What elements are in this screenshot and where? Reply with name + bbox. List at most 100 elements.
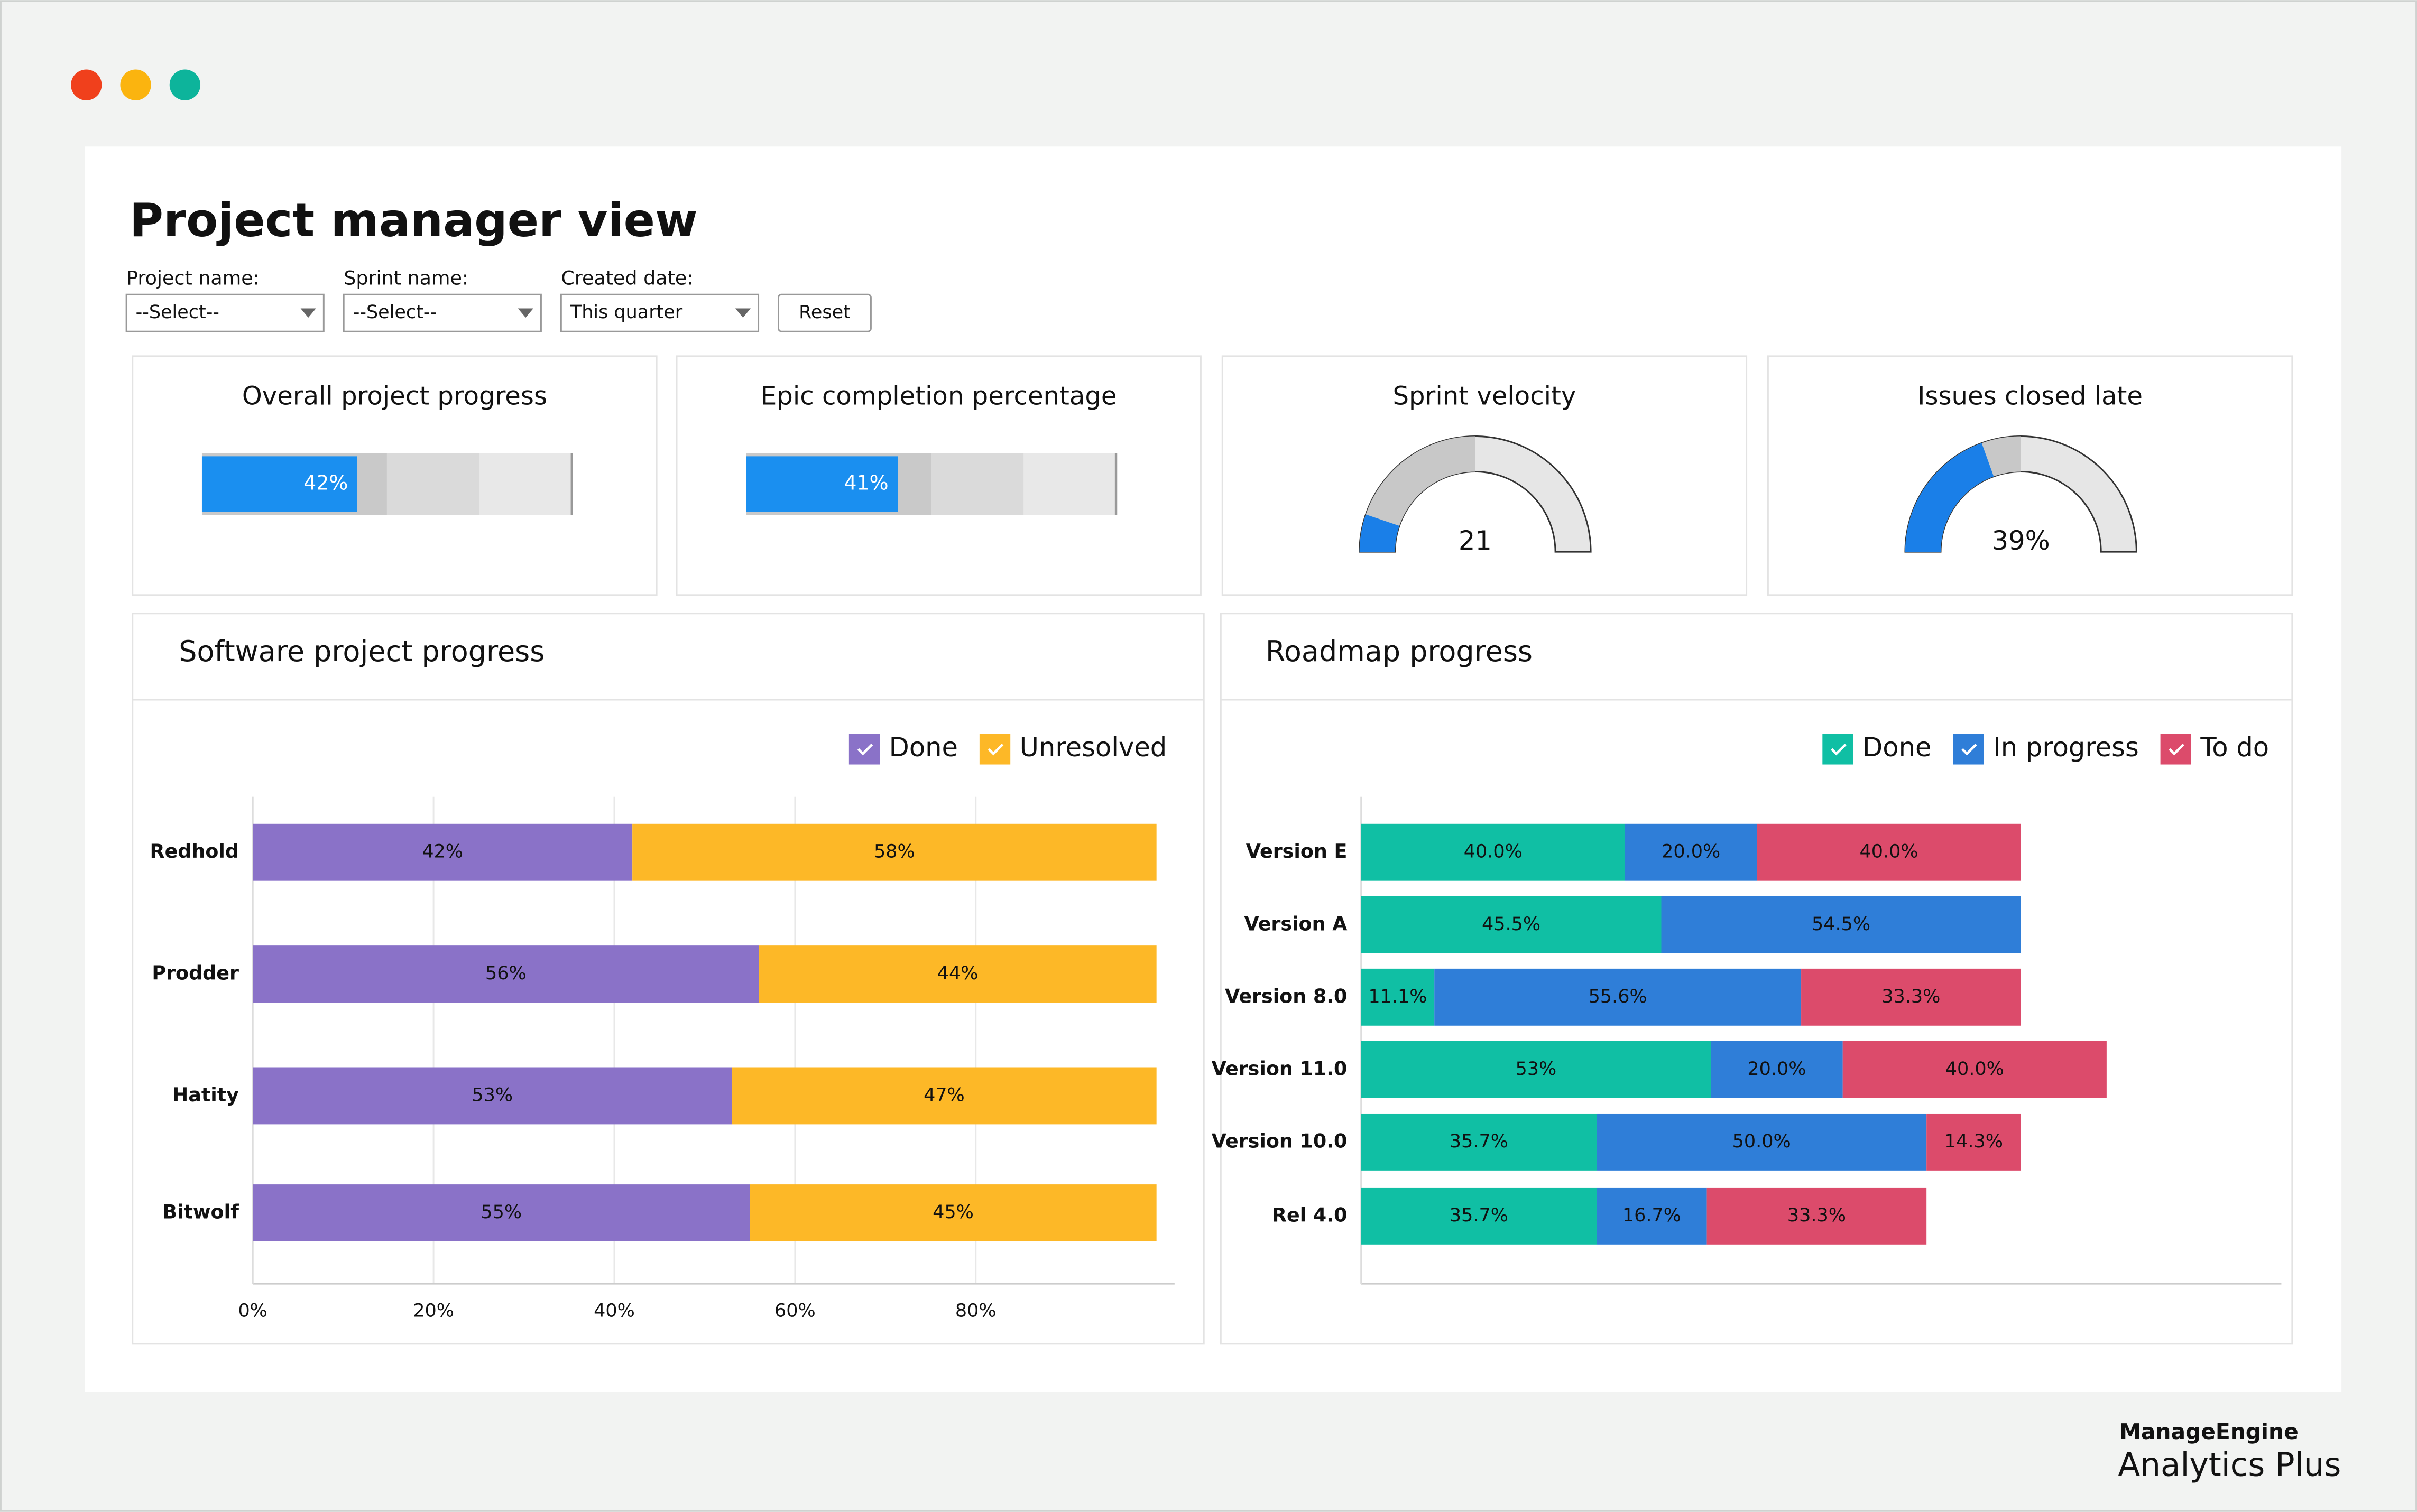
y-tick-label: Redhold xyxy=(150,840,239,862)
bar-segment xyxy=(1361,1041,1711,1098)
bar-segment xyxy=(632,823,1157,881)
select-value: --Select-- xyxy=(136,302,219,323)
bar-segment xyxy=(1801,968,2021,1026)
bar-segment xyxy=(253,1184,750,1241)
y-tick-label: Prodder xyxy=(152,962,239,985)
data-label: 55.6% xyxy=(1589,986,1647,1007)
y-tick-label: Hatity xyxy=(172,1083,239,1106)
legend-label: In progress xyxy=(1993,732,2139,763)
x-tick-label: 80% xyxy=(955,1301,997,1322)
data-label: 56% xyxy=(485,963,527,984)
select-box[interactable] xyxy=(125,293,325,332)
bar-segment xyxy=(1625,823,1757,881)
bar-segment xyxy=(1706,1187,1927,1245)
y-tick-label: Version 11.0 xyxy=(1212,1057,1348,1080)
x-tick-label: 40% xyxy=(594,1301,635,1322)
dropdown-arrow xyxy=(735,308,751,318)
bar-segment xyxy=(1361,823,1625,881)
data-label: 45.5% xyxy=(1482,914,1540,935)
filter-select[interactable]: This quarter xyxy=(560,293,760,332)
bullet-bar xyxy=(201,456,357,512)
window-minimize[interactable] xyxy=(120,69,151,100)
bullet-value: 41% xyxy=(844,471,888,494)
bar-segment xyxy=(1361,1187,1597,1245)
data-label: 35.7% xyxy=(1450,1205,1508,1226)
chart-title: Roadmap progress xyxy=(1266,635,1533,668)
select-box[interactable] xyxy=(560,293,760,332)
dropdown-arrow xyxy=(300,308,316,318)
dropdown-arrow xyxy=(518,308,533,318)
bar-segment xyxy=(732,1067,1157,1125)
gauge-value xyxy=(1905,443,1994,552)
gauge-label: 21 xyxy=(1459,525,1492,556)
button-label: Reset xyxy=(799,302,851,323)
bar-segment xyxy=(1434,968,1802,1026)
filter-select[interactable]: --Select-- xyxy=(343,293,542,332)
filter-label: Sprint name: xyxy=(344,267,468,290)
dashboard-title: Project manager view xyxy=(130,193,698,247)
gauge-value xyxy=(1359,514,1399,552)
legend-check xyxy=(857,743,873,756)
legend-label: Unresolved xyxy=(1020,732,1167,763)
window-maximize[interactable] xyxy=(169,69,201,100)
legend-label: To do xyxy=(2200,732,2269,763)
data-label: 40.0% xyxy=(1945,1059,2004,1080)
kpi-title: Overall project progress xyxy=(242,382,547,411)
x-tick-label: 60% xyxy=(774,1301,816,1322)
select-value: This quarter xyxy=(570,302,683,323)
window-close[interactable] xyxy=(71,69,102,100)
data-label: 42% xyxy=(422,841,463,862)
data-label: 55% xyxy=(481,1202,522,1223)
legend-swatch xyxy=(848,734,880,765)
legend-swatch xyxy=(979,734,1011,765)
bar-segment xyxy=(253,1067,732,1125)
kpi-title: Epic completion percentage xyxy=(761,382,1117,411)
bar-segment xyxy=(253,823,633,881)
kpi-card xyxy=(1221,355,1748,596)
select-box[interactable] xyxy=(343,293,542,332)
gauge-label: 39% xyxy=(1992,525,2050,556)
data-label: 20.0% xyxy=(1662,841,1720,862)
y-tick-label: Version 10.0 xyxy=(1212,1129,1348,1152)
bar-segment xyxy=(1842,1041,2107,1098)
bar-segment xyxy=(253,945,759,1003)
x-tick-label: 20% xyxy=(413,1301,454,1322)
filter-label: Project name: xyxy=(126,267,260,290)
data-label: 16.7% xyxy=(1622,1205,1681,1226)
bar-segment xyxy=(1597,1187,1707,1245)
select-value: --Select-- xyxy=(353,302,437,323)
data-label: 40.0% xyxy=(1859,841,1918,862)
data-label: 53% xyxy=(1516,1059,1557,1080)
kpi-title: Sprint velocity xyxy=(1392,382,1576,411)
brand-product: Analytics Plus xyxy=(2118,1446,2341,1484)
data-label: 53% xyxy=(472,1084,513,1106)
legend-swatch xyxy=(1822,734,1853,765)
y-tick-label: Version 8.0 xyxy=(1225,985,1347,1007)
bullet-bar xyxy=(746,456,898,512)
legend-swatch xyxy=(2160,734,2191,765)
button-box[interactable] xyxy=(778,293,872,332)
y-tick-label: Version E xyxy=(1246,840,1348,862)
legend-check xyxy=(2169,743,2184,756)
bar-segment xyxy=(1361,896,1662,953)
reset-button[interactable]: Reset xyxy=(778,293,872,332)
legend-check xyxy=(988,743,1004,756)
data-label: 58% xyxy=(874,841,915,862)
kpi-card xyxy=(1767,355,2293,596)
bar-segment xyxy=(1597,1113,1927,1171)
brand-company: ManageEngine xyxy=(2119,1419,2299,1444)
kpi-title: Issues closed late xyxy=(1917,382,2143,411)
data-label: 47% xyxy=(924,1084,965,1106)
y-tick-label: Bitwolf xyxy=(162,1201,239,1223)
filter-select[interactable]: --Select-- xyxy=(125,293,325,332)
data-label: 20.0% xyxy=(1747,1059,1806,1080)
data-label: 54.5% xyxy=(1812,914,1870,935)
bar-segment xyxy=(1926,1113,2021,1171)
legend-swatch xyxy=(1953,734,1984,765)
chart-title: Software project progress xyxy=(179,635,545,668)
legend-check xyxy=(1831,743,1847,756)
legend-label: Done xyxy=(1862,732,1931,763)
data-label: 33.3% xyxy=(1787,1205,1846,1226)
